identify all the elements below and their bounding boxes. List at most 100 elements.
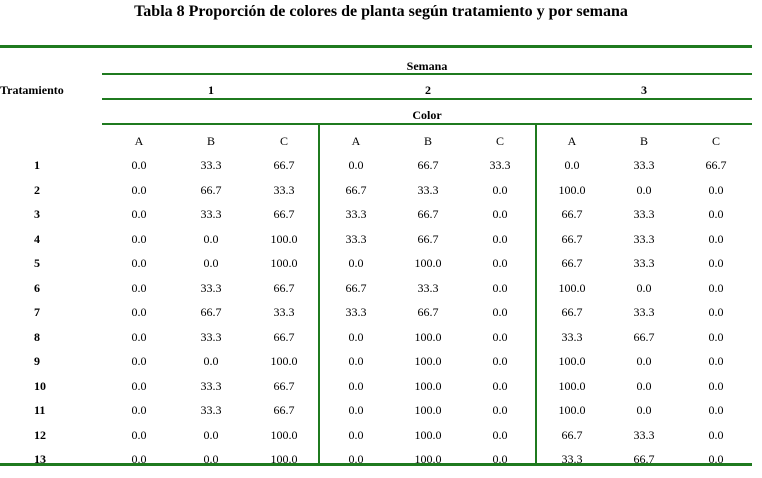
table-cell: 0.0 xyxy=(492,305,508,319)
table-cell: 0.0 xyxy=(131,207,147,221)
table-cell: 0.0 xyxy=(708,354,724,368)
table-cell: 66.7 xyxy=(273,158,295,172)
col-header-w2-b: B xyxy=(423,134,432,148)
table-cell: 66.7 xyxy=(633,330,655,344)
col-header-w1-a: A xyxy=(134,134,144,148)
table-cell: 0.0 xyxy=(708,428,724,442)
col-header-w3-c: C xyxy=(711,134,720,148)
table-cell: 66.7 xyxy=(561,305,583,319)
row-label-tratamiento: 11 xyxy=(34,403,46,417)
table-cell: 66.7 xyxy=(273,403,295,417)
table-cell: 33.3 xyxy=(489,158,511,172)
table-cell: 66.7 xyxy=(273,281,295,295)
table-cell: 0.0 xyxy=(203,452,219,466)
table-cell: 100.0 xyxy=(414,403,442,417)
table-cell: 33.3 xyxy=(345,207,367,221)
table-cell: 0.0 xyxy=(131,232,147,246)
table-cell: 0.0 xyxy=(131,452,147,466)
row-label-tratamiento: 9 xyxy=(34,354,40,368)
col-header-w3-a: A xyxy=(567,134,577,148)
row-label-tratamiento: 10 xyxy=(34,379,46,393)
table-cell: 100.0 xyxy=(414,428,442,442)
table-cell: 0.0 xyxy=(203,428,219,442)
week-rule xyxy=(102,98,752,100)
table-cell: 0.0 xyxy=(708,256,724,270)
row-label-tratamiento: 12 xyxy=(34,428,46,442)
table-cell: 0.0 xyxy=(131,158,147,172)
table-cell: 0.0 xyxy=(492,183,508,197)
top-rule xyxy=(0,45,752,48)
table-cell: 100.0 xyxy=(414,330,442,344)
table-cell: 66.7 xyxy=(561,428,583,442)
table-cell: 100.0 xyxy=(558,281,586,295)
table-cell: 0.0 xyxy=(131,256,147,270)
table-cell: 33.3 xyxy=(273,305,295,319)
table-cell: 33.3 xyxy=(633,232,655,246)
table-cell: 33.3 xyxy=(417,183,439,197)
row-label-tratamiento: 2 xyxy=(34,183,40,197)
table-cell: 66.7 xyxy=(561,232,583,246)
table-cell: 33.3 xyxy=(200,403,222,417)
table-cell: 66.7 xyxy=(561,207,583,221)
table-cell: 0.0 xyxy=(708,330,724,344)
col-header-w2-c: C xyxy=(495,134,504,148)
table-cell: 0.0 xyxy=(348,330,364,344)
table-cell: 33.3 xyxy=(561,452,583,466)
table-cell: 33.3 xyxy=(633,158,655,172)
table-cell: 0.0 xyxy=(131,183,147,197)
table-cell: 0.0 xyxy=(131,379,147,393)
table-cell: 100.0 xyxy=(414,354,442,368)
table-cell: 66.7 xyxy=(561,256,583,270)
table-cell: 66.7 xyxy=(417,305,439,319)
table-cell: 33.3 xyxy=(633,256,655,270)
table-cell: 0.0 xyxy=(131,281,147,295)
table-cell: 66.7 xyxy=(417,232,439,246)
table-cell: 0.0 xyxy=(348,452,364,466)
table-cell: 33.3 xyxy=(633,305,655,319)
table-cell: 100.0 xyxy=(558,379,586,393)
table-cell: 66.7 xyxy=(417,207,439,221)
semana-rule xyxy=(102,73,752,75)
table-cell: 0.0 xyxy=(708,183,724,197)
table-cell: 0.0 xyxy=(348,403,364,417)
row-label-tratamiento: 6 xyxy=(34,281,40,295)
table-cell: 0.0 xyxy=(203,256,219,270)
table-cell: 33.3 xyxy=(200,158,222,172)
table-cell: 33.3 xyxy=(200,379,222,393)
table-cell: 66.7 xyxy=(200,305,222,319)
table-cell: 0.0 xyxy=(636,403,652,417)
table-cell: 0.0 xyxy=(564,158,580,172)
table-cell: 0.0 xyxy=(492,379,508,393)
table-cell: 33.3 xyxy=(561,330,583,344)
table-cell: 100.0 xyxy=(270,452,298,466)
row-label-tratamiento: 1 xyxy=(34,158,40,172)
table-cell: 0.0 xyxy=(131,403,147,417)
table-cell: 0.0 xyxy=(348,256,364,270)
col-header-w3-b: B xyxy=(639,134,648,148)
table-cell: 0.0 xyxy=(348,158,364,172)
table-cell: 66.7 xyxy=(345,281,367,295)
col-header-w1-c: C xyxy=(279,134,288,148)
table-cell: 0.0 xyxy=(348,379,364,393)
table-cell: 0.0 xyxy=(708,281,724,295)
table-cell: 0.0 xyxy=(636,354,652,368)
table-cell: 0.0 xyxy=(708,232,724,246)
table-cell: 33.3 xyxy=(417,281,439,295)
table-cell: 33.3 xyxy=(633,428,655,442)
divider-week-2-3 xyxy=(535,124,537,465)
table-cell: 33.3 xyxy=(200,330,222,344)
table-cell: 100.0 xyxy=(558,403,586,417)
table-cell: 66.7 xyxy=(633,452,655,466)
header-semana: Semana xyxy=(406,59,448,73)
header-color: Color xyxy=(412,108,442,122)
table-cell: 0.0 xyxy=(492,403,508,417)
table-cell: 0.0 xyxy=(492,207,508,221)
table-cell: 0.0 xyxy=(492,428,508,442)
table-cell: 100.0 xyxy=(414,256,442,270)
table-cell: 0.0 xyxy=(708,207,724,221)
table-cell: 0.0 xyxy=(492,256,508,270)
table-cell: 100.0 xyxy=(270,256,298,270)
row-label-tratamiento: 13 xyxy=(34,452,46,466)
table-cell: 100.0 xyxy=(414,452,442,466)
table-cell: 0.0 xyxy=(492,330,508,344)
